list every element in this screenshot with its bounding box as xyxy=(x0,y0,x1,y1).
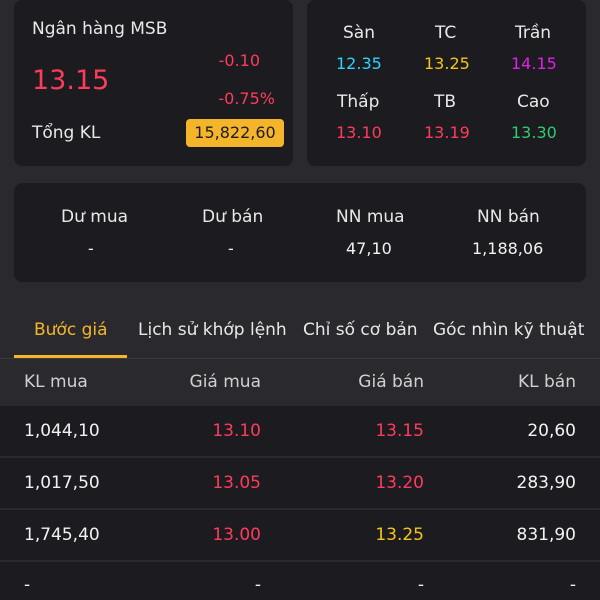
bid-volume: 1,745,40 xyxy=(24,525,100,545)
tab-fundamentals[interactable]: Chỉ số cơ bản xyxy=(303,320,418,340)
bid-volume: - xyxy=(24,575,31,595)
ask-price: 13.20 xyxy=(375,473,424,493)
bid-price: 13.00 xyxy=(212,525,261,545)
header-ask-volume: KL bán xyxy=(517,372,576,392)
ask-surplus-label: Dư bán xyxy=(202,207,264,227)
stock-name: Ngân hàng MSB xyxy=(32,19,168,39)
tab-price-steps[interactable]: Bước giá xyxy=(34,320,108,340)
header-bid-volume: KL mua xyxy=(24,372,88,392)
bid-surplus-label: Dư mua xyxy=(61,207,129,227)
foreign-buy-label: NN mua xyxy=(336,207,405,227)
orderbook-row[interactable]: 1,745,40 13.00 13.25 831,90 xyxy=(0,510,600,560)
average-price: 13.19 xyxy=(424,123,470,142)
current-price: 13.15 xyxy=(32,65,110,96)
ask-volume: 831,90 xyxy=(516,525,576,545)
orderbook-row[interactable]: - - - - xyxy=(0,562,600,600)
reference-label: TC xyxy=(435,23,457,43)
bid-price: - xyxy=(254,575,261,595)
ask-price: - xyxy=(417,575,424,595)
floor-label: Sàn xyxy=(343,23,375,43)
low-price: 13.10 xyxy=(336,123,382,142)
total-volume-label: Tổng KL xyxy=(32,123,101,143)
bid-price: 13.10 xyxy=(212,421,261,441)
ask-price: 13.15 xyxy=(375,421,424,441)
orderbook-header: KL mua Giá mua Giá bán KL bán xyxy=(0,359,600,405)
bid-volume: 1,017,50 xyxy=(24,473,100,493)
tab-bar: Bước giá Lịch sử khớp lệnh Chỉ số cơ bản… xyxy=(0,306,600,359)
foreign-sell-label: NN bán xyxy=(477,207,540,227)
floor-price: 12.35 xyxy=(336,54,382,73)
price-range-card: Sàn 12.35 TC 13.25 Trần 14.15 Thấp 13.10… xyxy=(307,0,586,166)
ask-price: 13.25 xyxy=(375,525,424,545)
total-volume-badge: 15,822,60 xyxy=(186,119,284,147)
bid-volume: 1,044,10 xyxy=(24,421,100,441)
ask-surplus-value: - xyxy=(228,239,234,258)
orderbook-row[interactable]: 1,044,10 13.10 13.15 20,60 xyxy=(0,406,600,456)
foreign-sell-value: 1,188,06 xyxy=(472,239,544,258)
bid-price: 13.05 xyxy=(212,473,261,493)
ask-volume: - xyxy=(569,575,576,595)
reference-price: 13.25 xyxy=(424,54,470,73)
tab-match-history[interactable]: Lịch sử khớp lệnh xyxy=(138,320,287,340)
low-label: Thấp xyxy=(337,92,380,112)
ceiling-label: Trần xyxy=(515,23,552,43)
high-label: Cao xyxy=(517,92,550,112)
average-label: TB xyxy=(434,92,457,112)
orderbook-row[interactable]: 1,017,50 13.05 13.20 283,90 xyxy=(0,458,600,508)
foreign-buy-value: 47,10 xyxy=(346,239,392,258)
header-bid-price: Giá mua xyxy=(189,372,261,392)
price-change-percent: -0.75% xyxy=(218,89,275,108)
price-change: -0.10 xyxy=(218,51,260,70)
high-price: 13.30 xyxy=(511,123,557,142)
ask-volume: 283,90 xyxy=(516,473,576,493)
foreign-trading-card: Dư mua - Dư bán - NN mua 47,10 NN bán 1,… xyxy=(14,183,586,282)
bid-surplus-value: - xyxy=(88,239,94,258)
ceiling-price: 14.15 xyxy=(511,54,557,73)
stock-summary-card: Ngân hàng MSB 13.15 -0.10 -0.75% Tổng KL… xyxy=(14,0,293,166)
active-tab-indicator xyxy=(14,355,127,358)
tab-technical-view[interactable]: Góc nhìn kỹ thuật xyxy=(433,320,585,340)
ask-volume: 20,60 xyxy=(527,421,576,441)
header-ask-price: Giá bán xyxy=(358,372,424,392)
